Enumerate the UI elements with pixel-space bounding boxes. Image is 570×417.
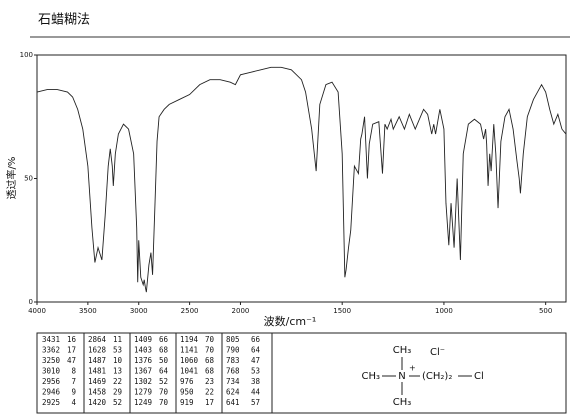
peak-wavenumber: 768 [226,367,240,376]
peak-transmittance: 11 [113,335,122,344]
peak-transmittance: 7 [71,377,76,386]
peak-transmittance: 70 [159,398,169,407]
x-tick-label: 500 [539,307,552,315]
peak-wavenumber: 1403 [134,346,152,355]
structure-text: CH₃ [393,397,412,408]
peak-wavenumber: 1376 [134,356,153,365]
peak-transmittance: 38 [251,377,261,386]
peak-transmittance: 17 [67,346,76,355]
peak-wavenumber: 1487 [88,356,106,365]
structure-text: Cl [474,371,484,382]
x-tick-label: 3500 [79,307,97,315]
peak-transmittance: 47 [251,356,260,365]
peak-wavenumber: 1628 [88,346,107,355]
peak-wavenumber: 2864 [88,335,107,344]
peak-transmittance: 53 [113,346,122,355]
peak-wavenumber: 734 [226,377,240,386]
peak-transmittance: 17 [205,398,214,407]
x-tick-label: 1000 [435,307,453,315]
peak-wavenumber: 1249 [134,398,152,407]
peak-wavenumber: 2946 [42,388,61,397]
x-tick-label: 2000 [232,307,250,315]
peak-transmittance: 22 [113,377,122,386]
peak-transmittance: 70 [205,346,215,355]
structure-text: N [398,371,405,382]
peak-transmittance: 70 [159,388,169,397]
peak-wavenumber: 1041 [180,367,198,376]
structure-text: (CH₂)₂ [422,371,452,382]
spectrum-line [36,66,567,293]
peak-wavenumber: 2956 [42,377,61,386]
y-tick-label: 100 [20,51,33,59]
x-tick-label: 2500 [181,307,199,315]
peak-wavenumber: 3362 [42,346,60,355]
peak-transmittance: 47 [67,356,76,365]
peak-wavenumber: 3250 [42,356,61,365]
peak-transmittance: 68 [205,356,215,365]
plot-frame [36,54,567,303]
peak-wavenumber: 624 [226,388,240,397]
peak-transmittance: 70 [205,335,215,344]
structure-text: + [409,364,416,373]
peak-wavenumber: 976 [180,377,194,386]
peak-wavenumber: 1367 [134,367,152,376]
peak-transmittance: 4 [71,398,76,407]
peak-wavenumber: 1481 [88,367,106,376]
peak-wavenumber: 919 [180,398,194,407]
x-tick-label: 1500 [333,307,351,315]
peak-transmittance: 66 [159,335,169,344]
peak-transmittance: 64 [159,367,169,376]
peak-wavenumber: 641 [226,398,240,407]
peak-transmittance: 44 [251,388,261,397]
peak-wavenumber: 1194 [180,335,199,344]
peak-transmittance: 10 [113,356,123,365]
peak-wavenumber: 783 [226,356,240,365]
peak-transmittance: 23 [205,377,214,386]
peak-transmittance: 66 [251,335,261,344]
y-axis-label: 透过率/% [5,157,18,200]
peak-transmittance: 13 [113,367,122,376]
peak-wavenumber: 1279 [134,388,152,397]
peak-transmittance: 8 [71,367,76,376]
y-tick-label: 50 [24,175,33,183]
peak-wavenumber: 3010 [42,367,61,376]
peak-wavenumber: 3431 [42,335,60,344]
table-frame [36,332,567,414]
peak-transmittance: 64 [251,346,261,355]
peak-transmittance: 57 [251,398,260,407]
structure-text: Cl⁻ [430,347,445,358]
x-axis-label: 波数/cm⁻¹ [264,315,317,328]
peak-transmittance: 9 [71,388,76,397]
structure-text: CH₃ [361,371,380,382]
peak-wavenumber: 790 [226,346,240,355]
peak-wavenumber: 1420 [88,398,107,407]
chart-title: 石蜡糊法 [38,12,90,28]
x-tick-label: 4000 [28,307,46,315]
y-tick-label: 0 [29,298,33,306]
structure: CH₃ Cl⁻ CH₃ N + (CH₂)₂ Cl CH₃ [361,345,483,408]
peak-transmittance: 16 [67,335,77,344]
peak-transmittance: 53 [251,367,260,376]
x-tick-label: 3000 [130,307,148,315]
peak-transmittance: 68 [205,367,215,376]
peak-wavenumber: 1458 [88,388,107,397]
peak-wavenumber: 805 [226,335,240,344]
peak-transmittance: 29 [113,388,122,397]
peak-wavenumber: 1302 [134,377,152,386]
peak-transmittance: 68 [159,346,169,355]
peak-wavenumber: 2925 [42,398,60,407]
peak-wavenumber: 1060 [180,356,199,365]
structure-text: CH₃ [393,345,412,356]
peak-wavenumber: 1469 [88,377,106,386]
peak-wavenumber: 1409 [134,335,152,344]
peak-wavenumber: 1141 [180,346,198,355]
peak-transmittance: 52 [113,398,122,407]
peak-wavenumber: 950 [180,388,194,397]
peak-transmittance: 50 [159,356,169,365]
peak-transmittance: 52 [159,377,168,386]
peak-transmittance: 22 [205,388,214,397]
